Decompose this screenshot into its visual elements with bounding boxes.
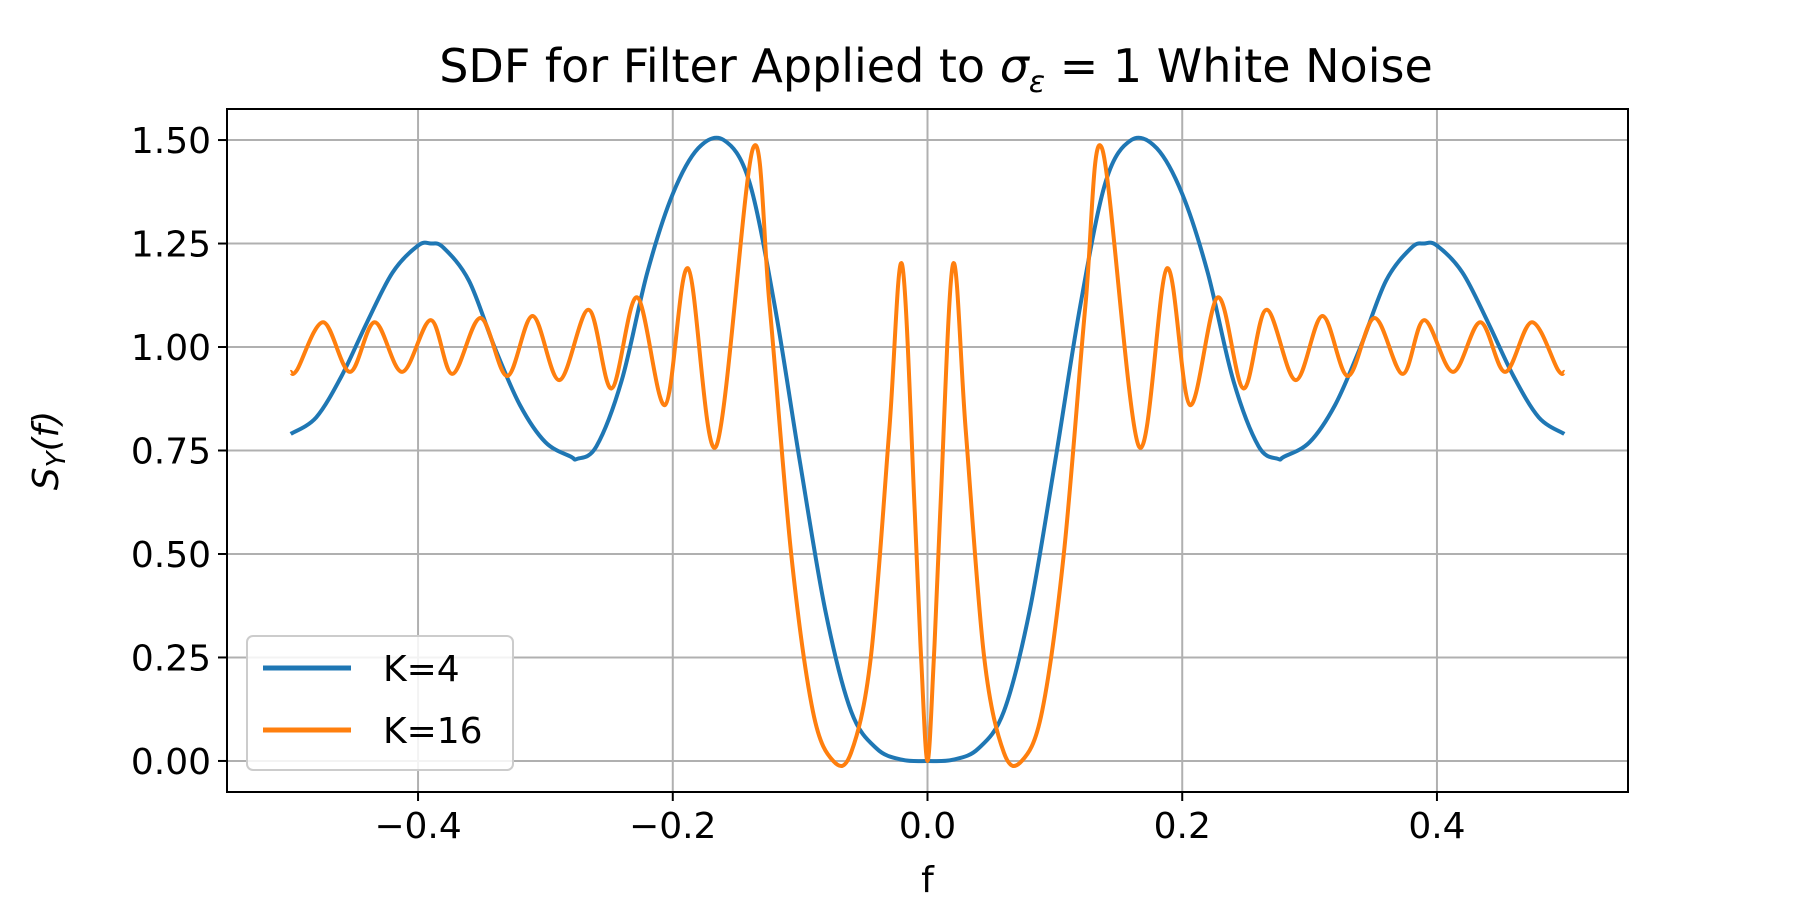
x-tick-label-1: −0.2 [629, 806, 716, 847]
axis-ticks: −0.4 −0.2 0.0 0.2 0.4 0.00 0.25 0.50 0.75 1.00 1.2… [131, 121, 1466, 847]
x-axis-label: f [921, 860, 935, 900]
title-equals: = 1 [1045, 39, 1142, 93]
title-subscript: ε [1029, 65, 1045, 100]
x-tick-label-0: −0.4 [374, 806, 461, 847]
title-prefix: SDF for Filter Applied to [439, 39, 999, 93]
y-tick-label-5: 1.25 [131, 225, 211, 266]
y-axis-label-main: S [26, 467, 67, 490]
legend: K=4 K=16 [246, 635, 514, 771]
y-tick-label-3: 0.75 [131, 432, 211, 473]
x-tick-label-3: 0.2 [1154, 806, 1211, 847]
title-suffix: White Noise [1142, 39, 1433, 93]
title-sigma: σ [1000, 39, 1031, 93]
series-lines [288, 135, 1567, 768]
legend-label-1: K=16 [383, 711, 483, 752]
series-line-1 [288, 143, 1567, 768]
chart-title: SDF for Filter Applied to σε = 1 White N… [439, 39, 1433, 100]
x-tick-label-2: 0.0 [899, 806, 956, 847]
y-axis-label-arg: (f) [26, 411, 67, 452]
legend-label-0: K=4 [383, 649, 460, 690]
y-axis-label-sub: Y [42, 449, 72, 467]
y-tick-label-4: 1.00 [131, 328, 211, 369]
y-tick-label-6: 1.50 [131, 121, 211, 162]
y-tick-label-1: 0.25 [131, 638, 211, 679]
y-axis-label: SY(f) [26, 411, 72, 491]
y-tick-label-0: 0.00 [131, 742, 211, 783]
x-tick-label-4: 0.4 [1408, 806, 1465, 847]
y-tick-label-2: 0.50 [131, 535, 211, 576]
